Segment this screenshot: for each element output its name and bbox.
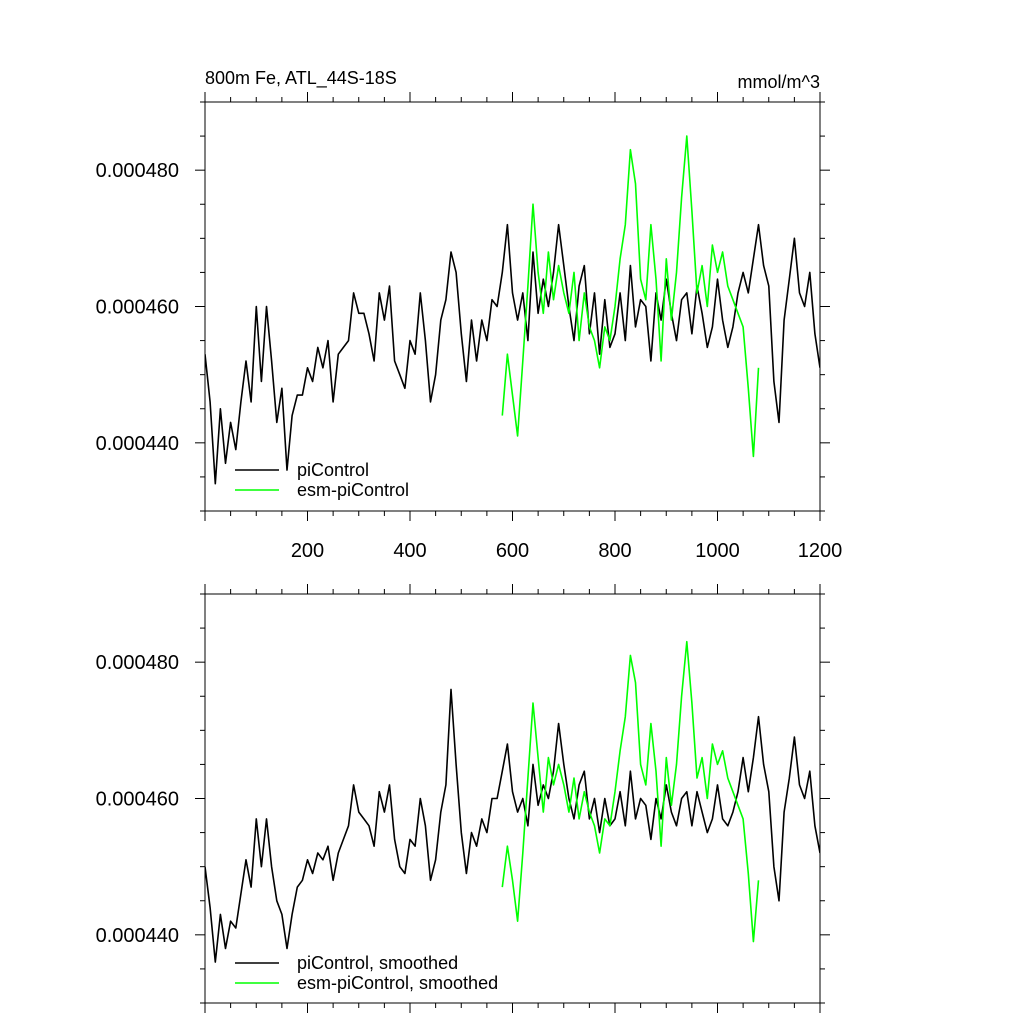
legend-label: esm-piControl — [297, 480, 409, 500]
top-plot-area: 200 400 600 800 1000 1200 0.000440 0.000460 0.00… — [96, 92, 843, 562]
bottom-plot-area: 0.000440 0.000460 0.000480 piControl, smoot… — [96, 584, 830, 1013]
plot-frame — [204, 593, 821, 1004]
series-line-esm-picontrol — [501, 135, 760, 458]
y-tick-label: 0.000460 — [96, 297, 179, 319]
legend-label: esm-piControl, smoothed — [297, 973, 498, 993]
x-tick-label: 400 — [393, 540, 426, 562]
y-tick-label: 0.000480 — [96, 652, 179, 674]
x-tick-label: 1200 — [798, 540, 843, 562]
x-tick-label: 800 — [598, 540, 631, 562]
plot-frame — [204, 101, 821, 512]
y-tick-label: 0.000440 — [96, 925, 179, 947]
chart-title: 800m Fe, ATL_44S-18S — [205, 68, 397, 89]
x-tick-label: 200 — [291, 540, 324, 562]
series-line-picontrol-smoothed — [205, 688, 820, 963]
legend-label: piControl, smoothed — [297, 953, 458, 973]
y-tick-label: 0.000480 — [96, 160, 179, 182]
x-tick-label: 1000 — [695, 540, 740, 562]
units-label: mmol/m^3 — [738, 72, 820, 92]
legend-label: piControl — [297, 460, 369, 480]
y-tick-label: 0.000460 — [96, 789, 179, 811]
y-tick-label: 0.000440 — [96, 433, 179, 455]
bottom-panel: 0.000440 0.000460 0.000480 piControl, smoot… — [96, 584, 830, 1013]
x-tick-label: 600 — [496, 540, 529, 562]
series-line-esm-picontrol-smoothed — [501, 640, 760, 943]
series-line-picontrol — [205, 223, 820, 485]
top-panel: 800m Fe, ATL_44S-18S mmol/m^3 200 400 600 8… — [96, 68, 843, 562]
